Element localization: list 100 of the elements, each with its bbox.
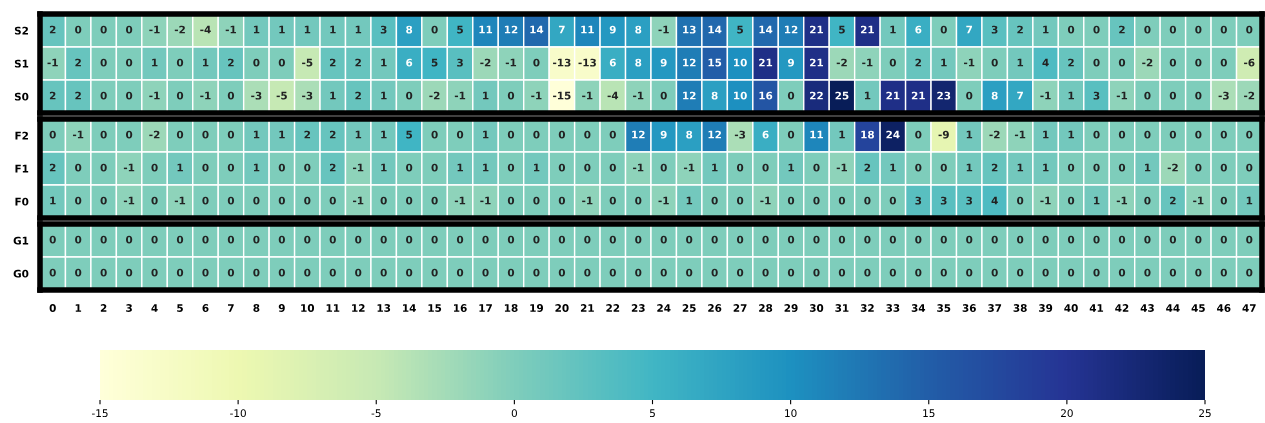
- data-label: -4: [607, 91, 619, 100]
- data-label: 1: [381, 58, 387, 67]
- data-label: 12: [683, 91, 696, 100]
- data-label: -13: [578, 58, 596, 67]
- data-label: 0: [584, 235, 591, 244]
- data-label: 0: [1042, 235, 1049, 244]
- data-label: 0: [609, 130, 616, 139]
- data-label: 0: [304, 196, 311, 205]
- x-tick-label: 6: [202, 304, 209, 312]
- data-label: 0: [1067, 268, 1075, 277]
- data-label: 24: [886, 130, 900, 139]
- data-label: 1: [1068, 130, 1074, 139]
- data-label: 0: [762, 268, 769, 277]
- x-tick-label: 33: [886, 304, 900, 312]
- data-label: 0: [125, 91, 133, 100]
- x-tick-label: 37: [988, 304, 1002, 312]
- data-label: -13: [553, 58, 571, 67]
- data-label: 15: [708, 58, 722, 67]
- data-label: 2: [1017, 25, 1023, 34]
- data-label: 12: [708, 130, 721, 139]
- data-label: 0: [609, 196, 616, 205]
- data-label: 14: [708, 25, 722, 34]
- data-label: 0: [1169, 268, 1177, 277]
- data-label: 7: [1017, 91, 1023, 100]
- data-label: 0: [813, 235, 820, 244]
- data-label: 1: [1043, 25, 1049, 34]
- x-tick-label: 21: [580, 304, 594, 312]
- data-label: 1: [253, 130, 260, 139]
- y-tick-label: S1: [14, 59, 29, 68]
- x-tick-label: 27: [733, 304, 747, 312]
- data-label: 4: [1042, 58, 1049, 67]
- data-label: 0: [75, 196, 82, 205]
- data-label: 0: [609, 268, 616, 277]
- data-label: -2: [1142, 58, 1153, 67]
- data-label: 0: [838, 235, 846, 244]
- data-label: -1: [454, 91, 466, 100]
- data-label: 22: [810, 91, 823, 100]
- data-label: 0: [278, 58, 285, 67]
- data-label: 0: [1169, 25, 1177, 34]
- data-label: 0: [431, 163, 438, 172]
- data-label: 0: [966, 91, 973, 100]
- data-label: 9: [660, 130, 667, 139]
- data-label: 0: [1067, 163, 1075, 172]
- data-label: 0: [609, 163, 616, 172]
- data-label: 0: [736, 268, 744, 277]
- data-label: 21: [886, 91, 900, 100]
- data-label: -5: [276, 91, 287, 100]
- data-label: 6: [406, 58, 413, 67]
- data-label: 0: [915, 268, 922, 277]
- data-label: 0: [431, 196, 438, 205]
- data-label: -1: [72, 130, 84, 139]
- data-label: 6: [609, 58, 616, 67]
- data-label: 0: [227, 163, 235, 172]
- data-label: 0: [1246, 25, 1253, 34]
- x-tick-label: 22: [606, 304, 620, 312]
- data-label: 0: [864, 268, 871, 277]
- data-label: -1: [760, 196, 771, 205]
- data-label: 0: [736, 163, 744, 172]
- data-label: 0: [686, 235, 693, 244]
- data-label: 0: [1118, 58, 1126, 67]
- data-label: 2: [75, 58, 81, 67]
- data-label: -1: [531, 91, 542, 100]
- data-label: 0: [253, 268, 260, 277]
- data-label: 13: [683, 25, 696, 34]
- x-tick-label: 1: [75, 304, 82, 312]
- data-label: 0: [558, 130, 566, 139]
- x-tick-label: 10: [301, 304, 315, 312]
- data-label: 2: [49, 25, 56, 34]
- data-label: 18: [861, 130, 874, 139]
- data-label: 0: [75, 235, 82, 244]
- data-label: 0: [253, 196, 260, 205]
- data-label: 0: [711, 268, 718, 277]
- data-label: 0: [176, 91, 184, 100]
- data-label: 0: [940, 235, 947, 244]
- data-label: -3: [734, 130, 746, 139]
- data-label: -1: [149, 91, 160, 100]
- data-label: 1: [50, 196, 56, 205]
- data-label: 2: [329, 58, 336, 67]
- data-label: 3: [1093, 91, 1100, 100]
- data-label: 0: [864, 196, 871, 205]
- data-label: 0: [431, 268, 438, 277]
- x-tick-label: 35: [937, 304, 951, 312]
- data-label: 0: [202, 235, 209, 244]
- data-label: 12: [784, 25, 798, 34]
- x-tick-label: 28: [759, 304, 773, 312]
- data-label: 1: [533, 163, 540, 172]
- data-label: 0: [660, 268, 667, 277]
- y-tick-label: F0: [15, 197, 29, 206]
- data-label: 0: [227, 196, 235, 205]
- x-tick-label: 31: [835, 304, 849, 312]
- data-label: 1: [1094, 196, 1100, 205]
- data-label: -1: [1116, 91, 1128, 100]
- data-label: -1: [200, 91, 211, 100]
- data-label: 12: [632, 130, 645, 139]
- data-label: 1: [457, 163, 463, 172]
- data-label: 1: [253, 163, 260, 172]
- data-label: 5: [737, 25, 743, 34]
- x-tick-label: 47: [1242, 304, 1256, 312]
- data-label: 14: [530, 25, 544, 34]
- data-label: 2: [1068, 58, 1074, 67]
